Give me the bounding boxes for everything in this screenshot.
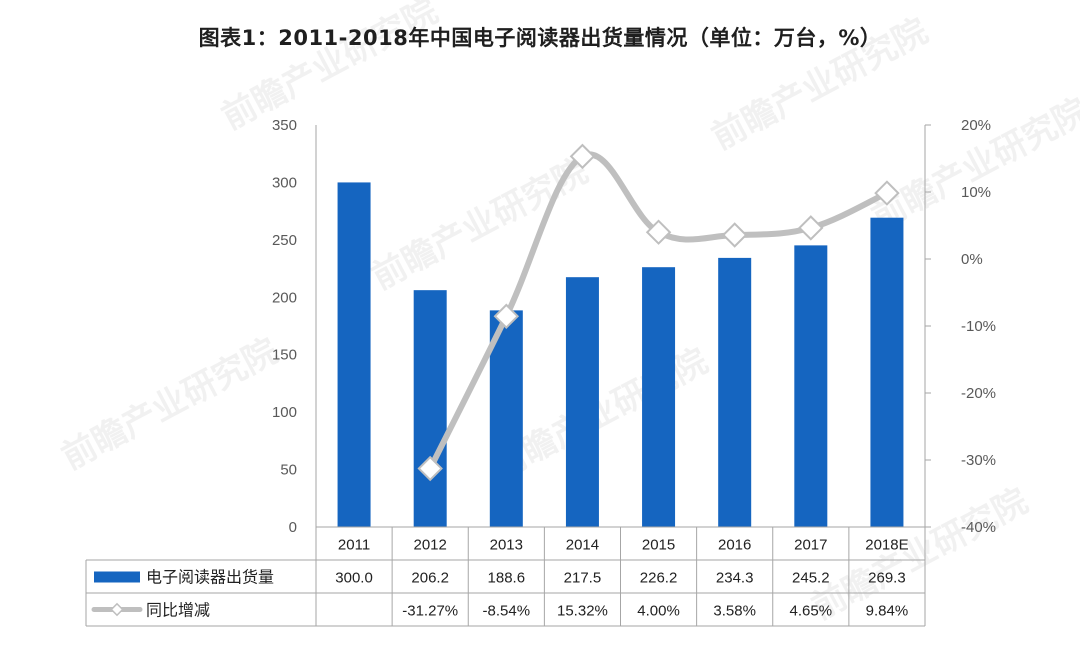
category-label: 2016 [718, 537, 751, 554]
line-point-marker [721, 222, 748, 248]
legend-line-label: 同比增减 [146, 601, 210, 620]
y-left-tick-label: 150 [272, 347, 297, 364]
y-right-tick-label: 20% [961, 117, 991, 134]
category-label: 2014 [566, 537, 599, 554]
watermark-text: 前瞻产业研究院 [705, 11, 934, 158]
yoy-value-label: 3.58% [713, 603, 756, 620]
category-label: 2017 [794, 537, 827, 554]
line-point-marker [874, 180, 900, 206]
chart-title: 图表1：2011-2018年中国电子阅读器出货量情况（单位：万台，%） [198, 26, 882, 50]
bar [794, 245, 828, 527]
bar [642, 267, 676, 527]
bar [489, 310, 523, 527]
y-right-tick-label: -30% [961, 452, 996, 469]
category-label: 2013 [490, 537, 523, 554]
y-right-tick-label: -20% [961, 385, 996, 402]
y-right-tick-label: -40% [961, 519, 996, 536]
watermark-text: 前瞻产业研究院 [865, 91, 1080, 238]
legend-bar-swatch [94, 571, 140, 583]
y-right-tick-label: 10% [961, 184, 991, 201]
category-label: 2018E [865, 537, 908, 554]
bar-value-label: 206.2 [411, 570, 449, 587]
legend-bar-label: 电子阅读器出货量 [146, 568, 274, 587]
legend-line-marker [110, 602, 124, 617]
bar-value-label: 188.6 [488, 570, 526, 587]
bar-value-label: 300.0 [335, 570, 373, 587]
y-left-tick-label: 0 [289, 519, 297, 536]
y-left-tick-label: 50 [280, 462, 297, 479]
line-point-marker [569, 143, 596, 170]
yoy-value-label: 15.32% [557, 603, 608, 620]
watermark-text: 前瞻产业研究院 [215, 0, 444, 138]
bar [565, 277, 599, 527]
yoy-value-label: -8.54% [483, 603, 531, 620]
bar [413, 290, 447, 527]
watermark-text: 前瞻产业研究院 [55, 331, 284, 478]
category-label: 2012 [414, 537, 447, 554]
line-point-marker [798, 215, 824, 241]
y-left-tick-label: 250 [272, 232, 297, 249]
bar-value-label: 269.3 [868, 570, 906, 587]
bar [718, 257, 752, 527]
bar-value-label: 226.2 [640, 570, 678, 587]
y-left-tick-label: 200 [272, 289, 297, 306]
yoy-value-label: -31.27% [402, 603, 458, 620]
watermark-text: 前瞻产业研究院 [365, 151, 594, 298]
y-right-tick-label: 0% [961, 251, 983, 268]
yoy-value-label: 9.84% [866, 603, 909, 620]
bar-value-label: 245.2 [792, 570, 830, 587]
yoy-value-label: 4.00% [637, 603, 680, 620]
bar-value-label: 234.3 [716, 570, 754, 587]
y-left-tick-label: 300 [272, 174, 297, 191]
bar [870, 217, 904, 528]
yoy-value-label: 4.65% [790, 603, 833, 620]
y-right-tick-label: -10% [961, 318, 996, 335]
category-label: 2015 [642, 537, 675, 554]
y-left-tick-label: 100 [272, 404, 297, 421]
watermark-text: 前瞻产业研究院 [805, 481, 1034, 628]
bar-value-label: 217.5 [564, 570, 602, 587]
y-left-tick-label: 350 [272, 117, 297, 134]
bar [337, 182, 371, 527]
line-point-marker [417, 455, 443, 482]
line-point-marker [493, 303, 520, 329]
line-point-marker [645, 219, 672, 245]
category-label: 2011 [338, 537, 370, 554]
